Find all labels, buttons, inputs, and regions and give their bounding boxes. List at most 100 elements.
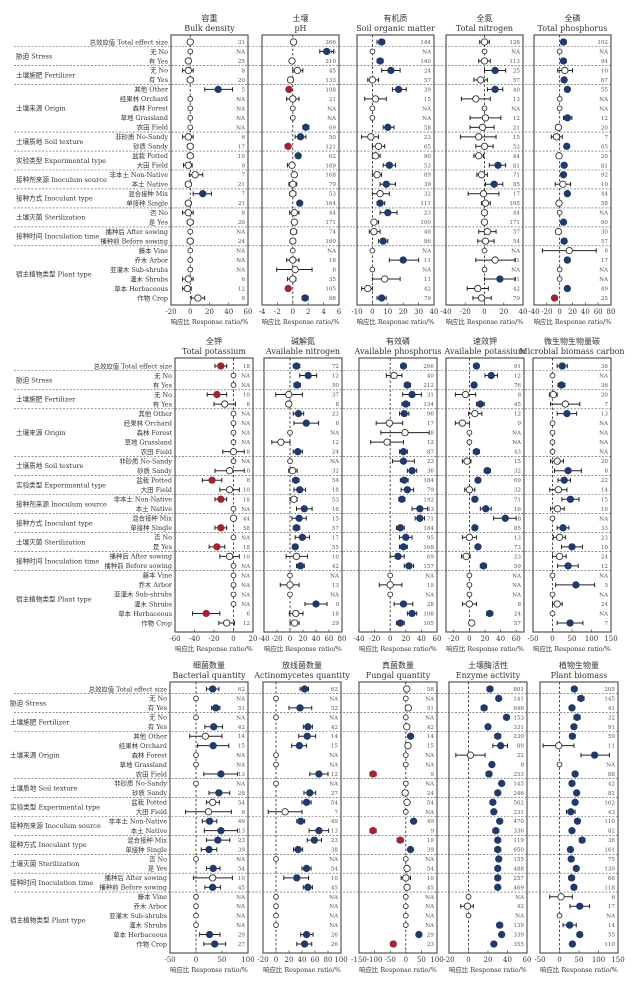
effect-row: 8 [285, 400, 339, 408]
effect-row: NA [369, 266, 432, 274]
sample-size-label: 205 [604, 687, 615, 693]
group-label: 胁迫 Stress [16, 376, 53, 385]
nonsignificant-effect-point [289, 247, 296, 254]
nonsignificant-effect-point [290, 171, 298, 179]
effect-row: 85 [484, 180, 520, 188]
positive-effect-point [416, 514, 424, 522]
nonsignificant-effect-point [287, 591, 293, 598]
effect-row: NA [466, 572, 522, 579]
sample-size-label: 43 [427, 507, 435, 513]
nonsignificant-effect-point [286, 76, 295, 84]
positive-effect-point [563, 142, 571, 150]
effect-row: 141 [495, 694, 524, 702]
sample-size-label: 27 [238, 942, 246, 948]
sample-size-label: 79 [513, 296, 521, 302]
nonsignificant-effect-point [369, 48, 376, 55]
row-label: 是 Yes [149, 218, 168, 226]
effect-row: 69 [302, 123, 336, 131]
sample-size-label: 43 [514, 450, 522, 456]
effect-row: 55 [563, 85, 609, 93]
sample-size-label: 31 [238, 40, 245, 46]
sample-size-label: 133 [325, 78, 336, 84]
sample-size-label: 6 [241, 135, 245, 141]
sample-size-label: 32 [332, 469, 340, 475]
effect-row: 161 [566, 845, 615, 854]
sample-size-label: 155 [513, 857, 524, 863]
effect-row: NA [230, 505, 251, 513]
sample-size-label: NA [599, 450, 609, 456]
effect-row: 89 [371, 171, 431, 179]
group-label: 土壤灭菌 Sterilization [16, 537, 86, 546]
sample-size-label: 58 [427, 687, 435, 693]
sample-size-label: NA [236, 268, 246, 274]
sample-size-label: NA [599, 374, 609, 380]
sample-size-label: 102 [597, 40, 608, 46]
nonsignificant-effect-point [184, 209, 192, 217]
row-label: 森林 Forest [133, 104, 169, 113]
effect-row: 54 [403, 798, 434, 806]
positive-effect-point [476, 400, 484, 408]
sample-size-label: 55 [601, 87, 609, 93]
x-tick-label: 100 [430, 956, 443, 964]
x-tick-label: -10 [351, 308, 362, 316]
sample-size-label: 470 [513, 819, 524, 825]
nonsignificant-effect-point [186, 152, 194, 160]
nonsignificant-effect-point [476, 76, 485, 84]
effect-row: 24 [381, 66, 431, 74]
sample-size-label: 5 [241, 87, 245, 93]
nonsignificant-effect-point [475, 152, 483, 160]
positive-effect-point [489, 798, 497, 806]
sample-size-label: 119 [513, 838, 524, 844]
sample-size-label: 98 [329, 296, 337, 302]
positive-effect-point [573, 713, 581, 721]
row-label: 是 Yes [148, 865, 167, 873]
effect-row: NA [230, 458, 251, 465]
positive-effect-point [577, 694, 585, 703]
effect-row: 26 [300, 930, 338, 939]
effect-row: 5 [204, 85, 245, 93]
nonsignificant-effect-point [208, 874, 217, 882]
sample-size-label: NA [425, 715, 435, 721]
nonsignificant-effect-point [466, 572, 473, 579]
nonsignificant-effect-point [230, 591, 237, 598]
effect-row: 230 [494, 732, 524, 740]
negative-effect-point [389, 940, 397, 948]
effect-row: NA [466, 591, 522, 598]
sample-size-label: 18 [243, 545, 251, 551]
row-label: 盆栽 Potted [131, 798, 167, 807]
positive-effect-point [482, 505, 490, 513]
effect-row: 8 [213, 400, 250, 408]
sample-size-label: 75 [608, 857, 616, 863]
sample-size-label: NA [236, 914, 246, 920]
positive-effect-point [576, 930, 584, 939]
row-label: 有 Yes [153, 399, 172, 408]
row-label: 灌木 Shrubs [134, 599, 172, 608]
positive-effect-point [474, 476, 482, 484]
x-axis-label: 响应比 Response ratio/% [533, 644, 611, 653]
sample-size-label: 57 [513, 78, 521, 84]
effect-row: 18 [208, 543, 251, 551]
nonsignificant-effect-point [184, 57, 192, 65]
effect-row: 8 [461, 600, 521, 608]
nonsignificant-effect-point [186, 142, 194, 150]
positive-effect-point [566, 495, 575, 503]
nonsignificant-effect-point [474, 284, 482, 293]
sample-size-label: NA [511, 106, 521, 112]
effect-row: NA [549, 420, 609, 427]
positive-effect-point [300, 505, 308, 513]
effect-row: 98 [301, 294, 337, 302]
effect-row: NA [465, 893, 525, 901]
effect-row: NA [556, 105, 609, 112]
x-tick-label: 40 [430, 308, 439, 316]
x-tick-label: 40 [503, 956, 512, 964]
effect-row: 59 [479, 562, 521, 570]
effect-row: 24 [552, 552, 608, 560]
sample-size-label: 36 [601, 364, 609, 370]
positive-effect-point [485, 770, 493, 778]
effect-row: 45 [292, 66, 336, 74]
panel-frame [532, 357, 612, 633]
x-tick-label: 20 [484, 956, 493, 964]
nonsignificant-effect-point [477, 171, 486, 179]
sample-size-label: 42 [332, 564, 340, 570]
